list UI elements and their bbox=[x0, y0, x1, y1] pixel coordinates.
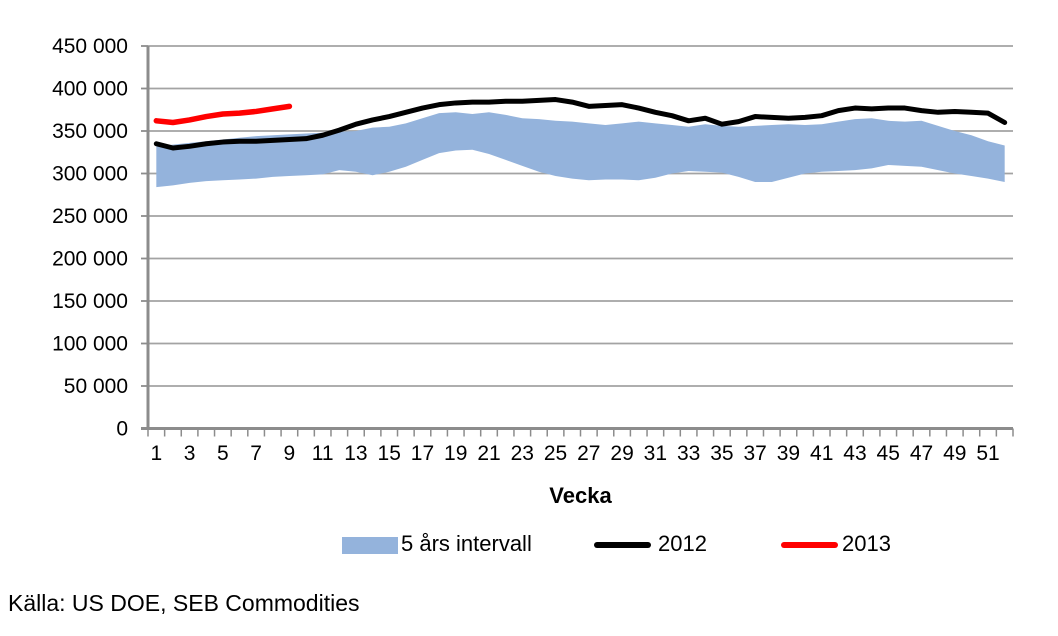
x-tick-label: 29 bbox=[610, 442, 633, 465]
legend-2013-line bbox=[781, 542, 838, 548]
y-tick-label: 250 000 bbox=[52, 205, 128, 228]
x-tick-label: 15 bbox=[378, 442, 401, 465]
y-tick-label: 350 000 bbox=[52, 120, 128, 143]
x-tick-label: 11 bbox=[312, 442, 334, 465]
x-tick-label: 1 bbox=[150, 442, 162, 465]
x-axis-title: Vecka bbox=[549, 483, 612, 508]
x-tick-label: 25 bbox=[544, 442, 567, 465]
x-tick-label: 7 bbox=[250, 442, 262, 465]
legend-2012-label: 2012 bbox=[658, 531, 707, 556]
x-tick-label: 27 bbox=[577, 442, 600, 465]
x-tick-label: 37 bbox=[743, 442, 766, 465]
x-tick-label: 39 bbox=[777, 442, 800, 465]
legend-2013-label: 2013 bbox=[842, 531, 891, 556]
x-tick-label: 49 bbox=[943, 442, 966, 465]
x-tick-label: 5 bbox=[217, 442, 229, 465]
y-tick-label: 200 000 bbox=[52, 248, 128, 271]
legend-band-swatch bbox=[342, 537, 398, 554]
line-2013 bbox=[153, 103, 293, 126]
y-tick-label: 50 000 bbox=[64, 375, 128, 398]
x-tick-label: 19 bbox=[444, 442, 467, 465]
x-tick-label: 17 bbox=[411, 442, 434, 465]
y-tick-label: 150 000 bbox=[52, 290, 128, 313]
x-tick-label: 47 bbox=[910, 442, 933, 465]
legend-2012-line bbox=[594, 542, 651, 548]
x-tick-label: 31 bbox=[644, 442, 667, 465]
chart-legend: 5 års intervall 2012 2013 bbox=[0, 529, 1058, 563]
source-caption: Källa: US DOE, SEB Commodities bbox=[8, 590, 360, 616]
x-tick-label: 13 bbox=[344, 442, 367, 465]
y-tick-label: 400 000 bbox=[52, 78, 128, 101]
x-tick-label: 3 bbox=[184, 442, 196, 465]
y-tick-label: 0 bbox=[116, 418, 128, 441]
x-tick-label: 9 bbox=[284, 442, 296, 465]
y-tick-label: 450 000 bbox=[52, 35, 128, 58]
line-2012 bbox=[153, 97, 1008, 151]
x-tick-label: 41 bbox=[810, 442, 833, 465]
y-tick-label: 300 000 bbox=[52, 163, 128, 186]
x-tick-label: 45 bbox=[877, 442, 900, 465]
legend-band-label: 5 års intervall bbox=[401, 531, 532, 556]
x-tick-label: 51 bbox=[976, 442, 999, 465]
band-5yr-interval bbox=[156, 112, 1005, 188]
x-tick-label: 33 bbox=[677, 442, 700, 465]
x-tick-label: 23 bbox=[511, 442, 534, 465]
y-tick-label: 100 000 bbox=[52, 333, 128, 356]
x-tick-label: 43 bbox=[843, 442, 866, 465]
x-tick-label: 35 bbox=[710, 442, 733, 465]
x-tick-label: 21 bbox=[477, 442, 500, 465]
